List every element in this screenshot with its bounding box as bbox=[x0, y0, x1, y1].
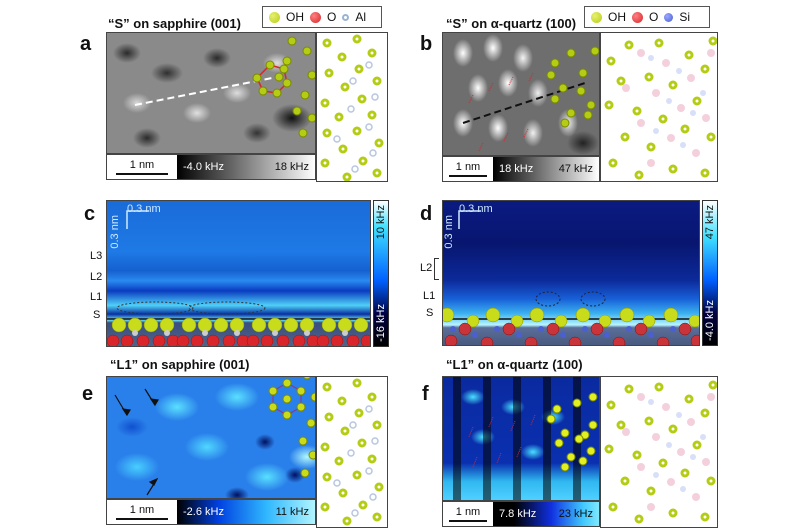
atomic-model-a bbox=[316, 32, 388, 182]
scale-bar-f: 1 nm bbox=[443, 502, 493, 526]
layer-label-l1: L1 bbox=[90, 291, 103, 303]
atomic-model-e bbox=[316, 376, 388, 528]
panel-label-e: e bbox=[82, 383, 94, 405]
legend-label-oh: OH bbox=[608, 10, 626, 24]
colorbar-max-f: 23 kHz bbox=[558, 508, 593, 520]
panel-label-b: b bbox=[420, 33, 433, 55]
colorbar-min-e: -2.6 kHz bbox=[183, 506, 224, 518]
si-atom-icon bbox=[664, 12, 674, 22]
side-view-map-d: 0.3 nm 0.3 nm bbox=[442, 200, 700, 346]
colorbar-max-a: 18 kHz bbox=[274, 161, 309, 173]
legend-label-o: O bbox=[649, 10, 659, 24]
afm-image-f bbox=[442, 376, 600, 501]
o-atom-icon bbox=[310, 11, 321, 23]
panel-label-a: a bbox=[80, 33, 92, 55]
al-atom-icon bbox=[342, 13, 350, 21]
layer-label-s: S bbox=[93, 309, 101, 321]
colorbar-a: 1 nm -4.0 kHz 18 kHz bbox=[106, 154, 316, 180]
colorbar-max-d: 47 kHz bbox=[704, 205, 716, 240]
scale-x-d: 0.3 nm bbox=[459, 203, 493, 215]
layer-label-l3: L3 bbox=[90, 250, 103, 262]
colorbar-gradient-a: -4.0 kHz 18 kHz bbox=[177, 155, 315, 179]
afm-image-e bbox=[106, 376, 316, 499]
layer-label-l1: L1 bbox=[423, 290, 436, 302]
colorbar-gradient-f: 7.8 kHz 23 kHz bbox=[493, 502, 599, 526]
layer-label-l2: L2 bbox=[90, 271, 103, 283]
layer-bracket-l2 bbox=[434, 258, 439, 280]
colorbar-gradient-b: 18 kHz 47 kHz bbox=[493, 157, 599, 181]
panel-label-f: f bbox=[422, 383, 429, 405]
scale-y-d: 0.3 nm bbox=[443, 215, 455, 249]
scale-bar-a: 1 nm bbox=[107, 155, 177, 179]
scale-bar-b: 1 nm bbox=[443, 157, 493, 181]
legend-label-oh: OH bbox=[286, 10, 304, 24]
legend-label-al: Al bbox=[355, 10, 367, 24]
panel-label-d: d bbox=[420, 203, 433, 225]
scale-bar-label: 1 nm bbox=[129, 504, 155, 516]
legend-b: OH O Si bbox=[584, 6, 710, 28]
layer-label-s: S bbox=[426, 307, 434, 319]
colorbar-min-f: 7.8 kHz bbox=[499, 508, 537, 520]
legend-label-o: O bbox=[327, 10, 337, 24]
colorbar-f: 1 nm 7.8 kHz 23 kHz bbox=[442, 501, 600, 527]
atomic-model-b bbox=[600, 32, 718, 182]
scale-y-c: 0.3 nm bbox=[109, 215, 121, 249]
scale-bar-e: 1 nm bbox=[107, 500, 177, 524]
afm-image-a bbox=[106, 32, 316, 154]
colorbar-min-c: -16 kHz bbox=[375, 304, 387, 342]
colorbar-min-d: -4.0 kHz bbox=[704, 300, 716, 341]
colorbar-min-b: 18 kHz bbox=[499, 163, 534, 175]
side-view-map-c: 0.3 nm 0.3 nm bbox=[106, 200, 371, 347]
panel-title-e: “L1” on sapphire (001) bbox=[110, 357, 250, 372]
colorbar-gradient-e: -2.6 kHz 11 kHz bbox=[177, 500, 315, 524]
panel-title-f: “L1” on α-quartz (100) bbox=[446, 357, 583, 372]
atomic-model-f bbox=[600, 376, 718, 528]
scale-x-c: 0.3 nm bbox=[127, 203, 161, 215]
colorbar-e: 1 nm -2.6 kHz 11 kHz bbox=[106, 499, 316, 525]
colorbar-c: 10 kHz -16 kHz bbox=[373, 200, 389, 347]
colorbar-max-b: 47 kHz bbox=[558, 163, 593, 175]
scale-bar-label: 1 nm bbox=[455, 506, 481, 518]
panel-title-b: “S” on α-quartz (100) bbox=[446, 16, 577, 31]
colorbar-max-c: 10 kHz bbox=[375, 205, 387, 240]
afm-image-b bbox=[442, 32, 600, 156]
oh-atom-icon bbox=[269, 11, 280, 23]
colorbar-d: 47 kHz -4.0 kHz bbox=[702, 200, 718, 346]
layer-label-l2: L2 bbox=[420, 262, 433, 274]
o-atom-icon bbox=[632, 11, 643, 23]
scale-bar-label: 1 nm bbox=[129, 159, 155, 171]
scale-bar-label: 1 nm bbox=[455, 161, 481, 173]
panel-label-c: c bbox=[84, 203, 96, 225]
colorbar-max-e: 11 kHz bbox=[275, 506, 309, 518]
colorbar-b: 1 nm 18 kHz 47 kHz bbox=[442, 156, 600, 182]
legend-label-si: Si bbox=[679, 10, 691, 24]
panel-title-a: “S” on sapphire (001) bbox=[108, 16, 241, 31]
colorbar-min-a: -4.0 kHz bbox=[183, 161, 224, 173]
legend-a: OH O Al bbox=[262, 6, 382, 28]
oh-atom-icon bbox=[591, 11, 602, 23]
